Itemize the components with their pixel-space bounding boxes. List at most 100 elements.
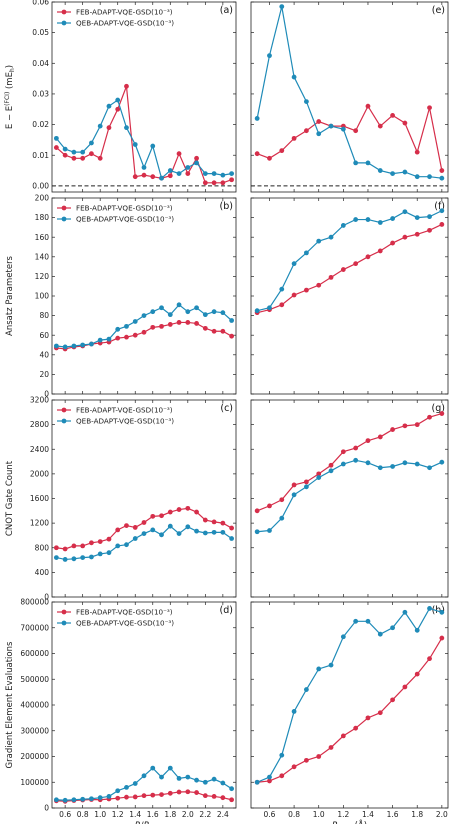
data-point <box>211 776 217 782</box>
y-tick-label: 0 <box>44 390 49 399</box>
data-point <box>340 223 346 228</box>
data-point <box>124 785 129 790</box>
legend: FEB-ADAPT-VQE-GSD(10⁻³) QEB-ADAPT-VQE-GSD… <box>57 608 174 628</box>
data-point <box>80 155 86 161</box>
data-point <box>427 227 432 233</box>
data-point <box>291 74 297 80</box>
data-point <box>132 332 138 338</box>
data-point <box>115 795 121 801</box>
data-point <box>365 438 371 444</box>
data-point <box>167 523 173 529</box>
x-tick-label: 1.0 <box>94 810 106 819</box>
data-point <box>316 119 322 124</box>
data-point <box>141 165 147 170</box>
legend-entry: QEB-ADAPT-VQE-GSD(10⁻³) <box>76 619 174 628</box>
data-point <box>220 529 226 535</box>
data-point <box>427 174 432 180</box>
series-line <box>256 6 442 179</box>
data-point <box>414 231 420 237</box>
x-tick-label: 1.8 <box>164 810 176 819</box>
data-point <box>365 715 371 721</box>
data-point <box>167 509 173 515</box>
data-point <box>439 411 445 416</box>
data-point <box>279 497 285 503</box>
data-point <box>254 151 260 157</box>
data-point <box>220 520 226 526</box>
data-point <box>185 774 191 780</box>
legend-entry: FEB-ADAPT-VQE-GSD(10⁻³) <box>76 8 173 17</box>
x-tick-label: 2.0 <box>182 810 194 819</box>
data-point <box>254 308 260 314</box>
data-point <box>150 792 156 798</box>
data-point <box>115 106 121 112</box>
x-tick-label: 2.2 <box>199 810 211 819</box>
y-tick-label: 1600 <box>30 494 49 503</box>
data-point <box>124 323 129 329</box>
x-tick-label: 0.8 <box>77 810 89 819</box>
data-point <box>220 180 226 186</box>
data-point <box>353 261 359 267</box>
data-point <box>115 326 121 332</box>
data-point <box>167 312 173 318</box>
data-point <box>414 422 420 428</box>
data-point <box>62 344 68 350</box>
data-point <box>202 530 208 536</box>
data-point <box>365 618 371 624</box>
data-point <box>185 165 191 170</box>
data-point <box>211 309 217 315</box>
x-tick-label: 1.6 <box>147 810 159 819</box>
data-point <box>159 323 164 329</box>
data-point <box>353 445 359 451</box>
x-axis-label: RH−H (Å) <box>332 819 367 824</box>
data-point <box>304 128 309 134</box>
legend: FEB-ADAPT-VQE-GSD(10⁻³) QEB-ADAPT-VQE-GSD… <box>57 8 174 28</box>
data-point <box>267 305 272 311</box>
data-point <box>414 461 420 467</box>
data-point <box>159 792 164 798</box>
data-point <box>89 140 94 146</box>
data-point <box>194 790 199 795</box>
data-point <box>267 778 272 784</box>
data-point <box>80 796 86 802</box>
legend-marker <box>61 205 67 211</box>
data-point <box>185 309 191 315</box>
data-point <box>279 286 285 292</box>
data-point <box>220 172 226 178</box>
data-point <box>439 635 445 641</box>
legend-entry: QEB-ADAPT-VQE-GSD(10⁻³) <box>76 215 174 224</box>
data-point <box>427 214 432 220</box>
data-point <box>390 112 395 118</box>
data-point <box>229 333 235 339</box>
data-point <box>89 341 94 347</box>
data-point <box>328 234 334 240</box>
data-point <box>427 606 432 611</box>
data-point <box>427 414 432 420</box>
data-point <box>427 656 432 662</box>
data-point <box>194 321 199 326</box>
data-point <box>316 666 322 672</box>
data-point <box>211 180 217 186</box>
series-line <box>256 104 443 171</box>
panel-label: (d) <box>220 605 233 616</box>
panel-h: (h) 0.6 0.8 1.0 1.2 1.4 1.6 1.8 2.0 RH−H (Å) <box>250 601 449 824</box>
y-tick-label: 0.06 <box>32 0 49 7</box>
data-point <box>353 160 359 166</box>
legend-entry: QEB-ADAPT-VQE-GSD(10⁻³) <box>76 417 174 426</box>
data-point <box>150 309 156 315</box>
data-point <box>402 120 408 126</box>
data-point <box>53 135 59 141</box>
y-axis-label: Gradient Element Evaluations <box>5 641 15 768</box>
data-point <box>291 261 297 267</box>
y-tick-label: 400000 <box>20 701 49 710</box>
data-point <box>279 302 285 308</box>
y-tick-label: 120 <box>35 272 50 281</box>
data-point <box>340 449 346 455</box>
y-tick-label: 140 <box>35 252 50 261</box>
data-point <box>176 507 182 512</box>
data-point <box>53 343 59 349</box>
data-point <box>124 125 129 131</box>
y-tick-label: 0.05 <box>32 28 49 37</box>
data-point <box>150 174 156 180</box>
data-point <box>150 527 156 533</box>
